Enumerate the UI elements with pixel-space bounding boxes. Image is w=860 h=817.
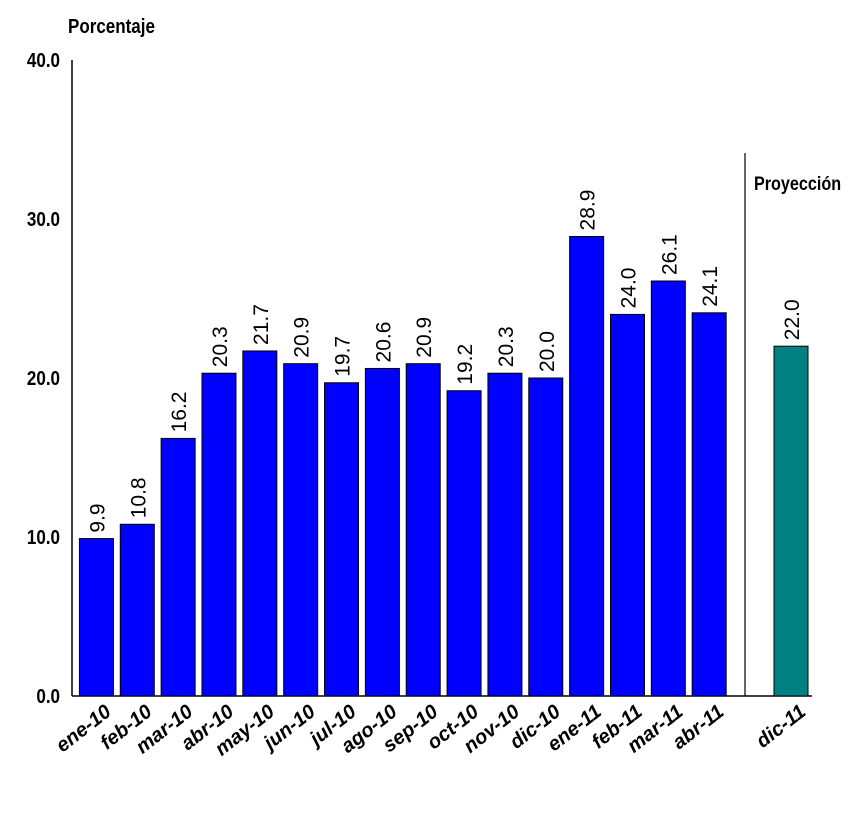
bar (283, 363, 319, 697)
bar (487, 372, 523, 697)
y-tick-label: 20.0 (27, 367, 60, 390)
y-axis-title: Porcentaje (68, 16, 155, 38)
y-tick-label: 10.0 (27, 526, 60, 549)
bar (650, 280, 686, 697)
bar (773, 345, 809, 697)
bar (119, 523, 155, 697)
data-label: 16.2 (168, 392, 191, 433)
bar (78, 538, 114, 697)
bar (528, 377, 564, 697)
bar (609, 313, 645, 697)
y-tick-label: 0.0 (36, 685, 60, 708)
category-label: dic-11 (752, 701, 810, 753)
bar (405, 363, 441, 697)
bars-group (78, 235, 809, 697)
data-label: 26.1 (658, 234, 681, 275)
data-label: 24.0 (617, 268, 640, 309)
bar (242, 350, 278, 697)
bar (446, 390, 482, 697)
data-label: 20.3 (495, 326, 518, 367)
data-label: 20.9 (413, 317, 436, 358)
bar (324, 382, 360, 697)
data-label: 24.1 (699, 266, 722, 307)
data-label: 28.9 (577, 190, 600, 231)
bar (569, 235, 605, 697)
data-label: 20.6 (372, 322, 395, 363)
bar (364, 367, 400, 697)
data-label: 20.0 (536, 331, 559, 372)
data-label: 22.0 (781, 299, 804, 340)
data-label: 21.7 (250, 304, 273, 345)
data-labels-group: 9.9 10.8 16.2 20.3 21.7 20.9 19.7 20.6 20.9 19.2 2… (86, 190, 804, 533)
data-label: 19.2 (454, 344, 477, 385)
data-label: 9.9 (86, 503, 109, 532)
y-tick-label: 30.0 (27, 208, 60, 231)
bar (201, 372, 237, 697)
data-label: 20.9 (291, 317, 314, 358)
bar (160, 437, 196, 697)
y-tick-label: 40.0 (27, 49, 60, 72)
category-labels-group: ene-10feb-10mar-10abr-10may-10jun-10jul-… (52, 701, 810, 761)
data-label: 19.7 (332, 336, 355, 377)
data-label: 10.8 (127, 477, 150, 518)
data-label: 20.3 (209, 326, 232, 367)
bar (691, 312, 727, 697)
projection-label: Proyección (754, 174, 842, 195)
